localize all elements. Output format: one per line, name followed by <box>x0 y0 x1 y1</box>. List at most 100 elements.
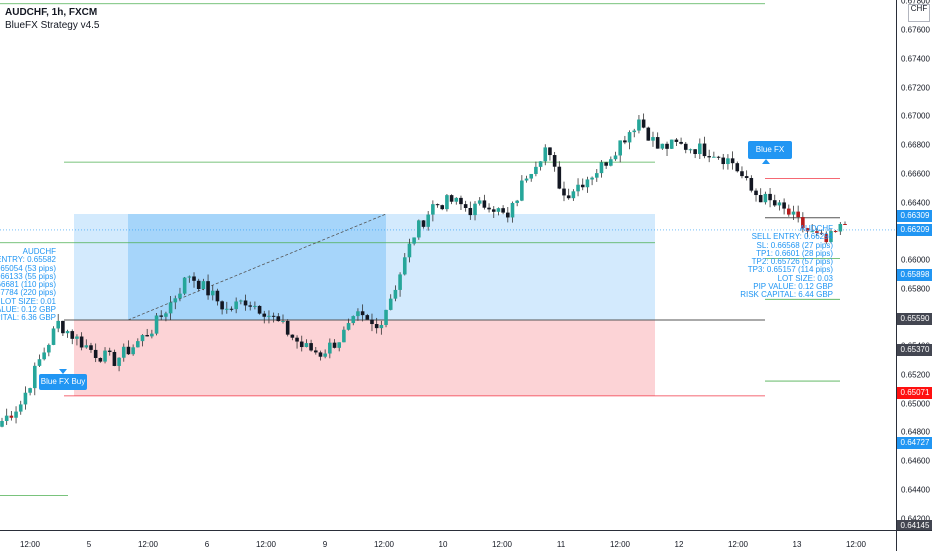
candle-body <box>810 231 815 233</box>
candle-body <box>833 231 838 233</box>
candle-body <box>454 197 459 202</box>
candle-body <box>651 137 655 141</box>
candle-body <box>201 281 206 289</box>
candle-body <box>37 359 42 366</box>
candle-body <box>566 195 571 199</box>
trade-info-line: TP3: 0.67784 (220 pips) <box>0 288 56 298</box>
price-tag: 0.65898 <box>897 268 932 281</box>
candle-body <box>304 343 309 348</box>
candle-body <box>496 208 501 212</box>
candle-body <box>131 347 135 355</box>
candle-body <box>501 208 505 213</box>
candle-body <box>112 351 117 366</box>
candle-body <box>632 130 637 133</box>
candle-body <box>159 315 164 317</box>
trade-info-line: SL: 0.66568 (27 pips) <box>756 240 834 250</box>
price-plot[interactable] <box>0 0 896 530</box>
candle-body <box>417 220 421 238</box>
trade-info-line: AUDCHF <box>22 247 56 256</box>
candle-body <box>801 217 805 229</box>
candle-body <box>281 320 285 322</box>
axis-corner <box>896 530 932 551</box>
candle-body <box>9 415 14 418</box>
candle-body <box>576 184 580 192</box>
candle-body <box>655 137 660 149</box>
price-tick-label: 0.64400 <box>901 485 930 495</box>
candle-body <box>351 316 356 324</box>
price-tick-label: 0.67800 <box>901 0 930 6</box>
candle-body <box>98 357 103 362</box>
candle-body <box>580 184 585 188</box>
candle-body <box>313 350 318 353</box>
candle-body <box>168 302 173 314</box>
time-axis[interactable]: 12:00 5 12:00 6 12:00 9 12:00 10 12:00 11 12:00 12 1… <box>0 530 896 551</box>
candle-body <box>75 336 79 339</box>
candle-body <box>140 335 145 342</box>
candle-body <box>548 147 552 156</box>
trade-info-line: AUDCHF <box>799 224 833 233</box>
candle-body <box>562 188 566 196</box>
time-tick-label: 12 <box>674 540 684 549</box>
trade-info-line: BUY ENTRY: 0.65582 <box>0 255 56 265</box>
buy-trade-info: AUDCHFBUY ENTRY: 0.65582SL: 0.65054 (53 … <box>0 247 56 323</box>
candle-body <box>758 195 763 203</box>
price-tick-label: 0.66600 <box>901 169 930 179</box>
candle-body <box>243 300 248 306</box>
candle-body <box>744 176 749 179</box>
candle-body <box>103 350 107 362</box>
candle-body <box>698 143 702 155</box>
candle-body <box>117 357 121 366</box>
candle-body <box>65 331 70 334</box>
candle-body <box>730 158 735 164</box>
price-tick-label: 0.67400 <box>901 54 930 64</box>
buy-signal-label: Blue FX Buy <box>39 374 87 390</box>
candle-body <box>440 205 445 210</box>
currency-badge: CHF <box>908 4 930 22</box>
time-tick-label: 12:00 <box>373 540 395 549</box>
candle-body <box>515 200 519 203</box>
candle-body <box>220 301 224 310</box>
candle-body <box>225 308 229 310</box>
candle-body <box>557 166 562 189</box>
candle-body <box>379 324 384 329</box>
trade-info-line: SELL ENTRY: 0.66294 <box>751 232 833 242</box>
candle-body <box>136 341 140 348</box>
candle-body <box>318 352 323 357</box>
candle-body <box>28 388 32 393</box>
candle-body <box>838 224 843 232</box>
candle-body <box>47 344 51 353</box>
price-axis[interactable]: 0.67800 0.67600 0.67400 0.67200 0.67000 0.668… <box>896 0 932 533</box>
trade-info-line: PIP VALUE: 0.12 GBP <box>0 305 56 315</box>
candle-body <box>14 411 18 418</box>
candle-body <box>772 200 777 206</box>
candle-body <box>707 156 711 158</box>
trade-info-line: TP2: 0.66681 (110 pips) <box>0 280 56 290</box>
candle-body <box>206 281 210 296</box>
candle-body <box>712 156 716 158</box>
currency-label: CHF <box>910 4 928 13</box>
price-tick-label: 0.64800 <box>901 427 930 437</box>
candle-body <box>328 342 332 354</box>
candle-body <box>754 190 758 196</box>
price-tick-label: 0.64600 <box>901 456 930 466</box>
candle-body <box>665 143 669 149</box>
candle-body <box>342 329 346 343</box>
candle-body <box>721 157 726 165</box>
candle-body <box>529 173 534 179</box>
price-tag: 0.66209 <box>897 223 932 236</box>
buy-risk-zone <box>74 320 655 396</box>
candle-body <box>524 178 529 181</box>
candle-body <box>145 335 149 337</box>
trade-info-line: SL: 0.65054 (53 pips) <box>0 263 56 273</box>
candle-body <box>70 331 75 339</box>
indicator-title[interactable]: BlueFX Strategy v4.5 <box>5 20 100 31</box>
price-tick-label: 0.65000 <box>901 399 930 409</box>
candle-body <box>0 420 4 427</box>
time-tick-label: 10 <box>438 540 448 549</box>
price-tag: 0.64145 <box>897 520 932 533</box>
candle-body <box>402 257 407 275</box>
candle-body <box>768 193 772 201</box>
candle-body <box>210 290 215 296</box>
candle-body <box>749 178 754 191</box>
